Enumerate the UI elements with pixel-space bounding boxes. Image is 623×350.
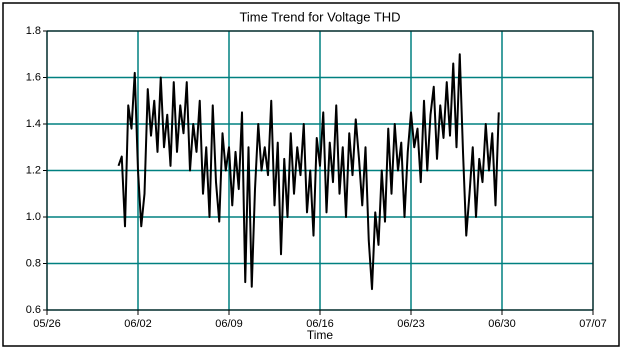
x-tick-label: 06/16 <box>306 318 334 330</box>
x-tick-label: 06/09 <box>215 318 243 330</box>
data-line <box>117 53 500 291</box>
chart-title: Time Trend for Voltage THD <box>239 9 400 24</box>
y-tick-label: 1.4 <box>26 118 41 130</box>
x-tick-label: 07/07 <box>579 318 607 330</box>
x-tick-label: 05/26 <box>33 318 61 330</box>
y-tick-label: 1.2 <box>26 164 41 176</box>
y-tick-label: 1.6 <box>26 71 41 83</box>
y-tick-label: 0.6 <box>26 304 41 316</box>
x-axis-label: Time <box>307 328 334 342</box>
x-tick-label: 06/02 <box>124 318 152 330</box>
x-tick-label: 06/23 <box>397 318 425 330</box>
plot-border <box>46 30 594 311</box>
y-tick-label: 1.8 <box>26 25 41 37</box>
y-tick-label: 1.0 <box>26 211 41 223</box>
x-tick-label: 06/30 <box>488 318 516 330</box>
frame <box>2 2 620 347</box>
y-tick-label: 0.8 <box>26 257 41 269</box>
